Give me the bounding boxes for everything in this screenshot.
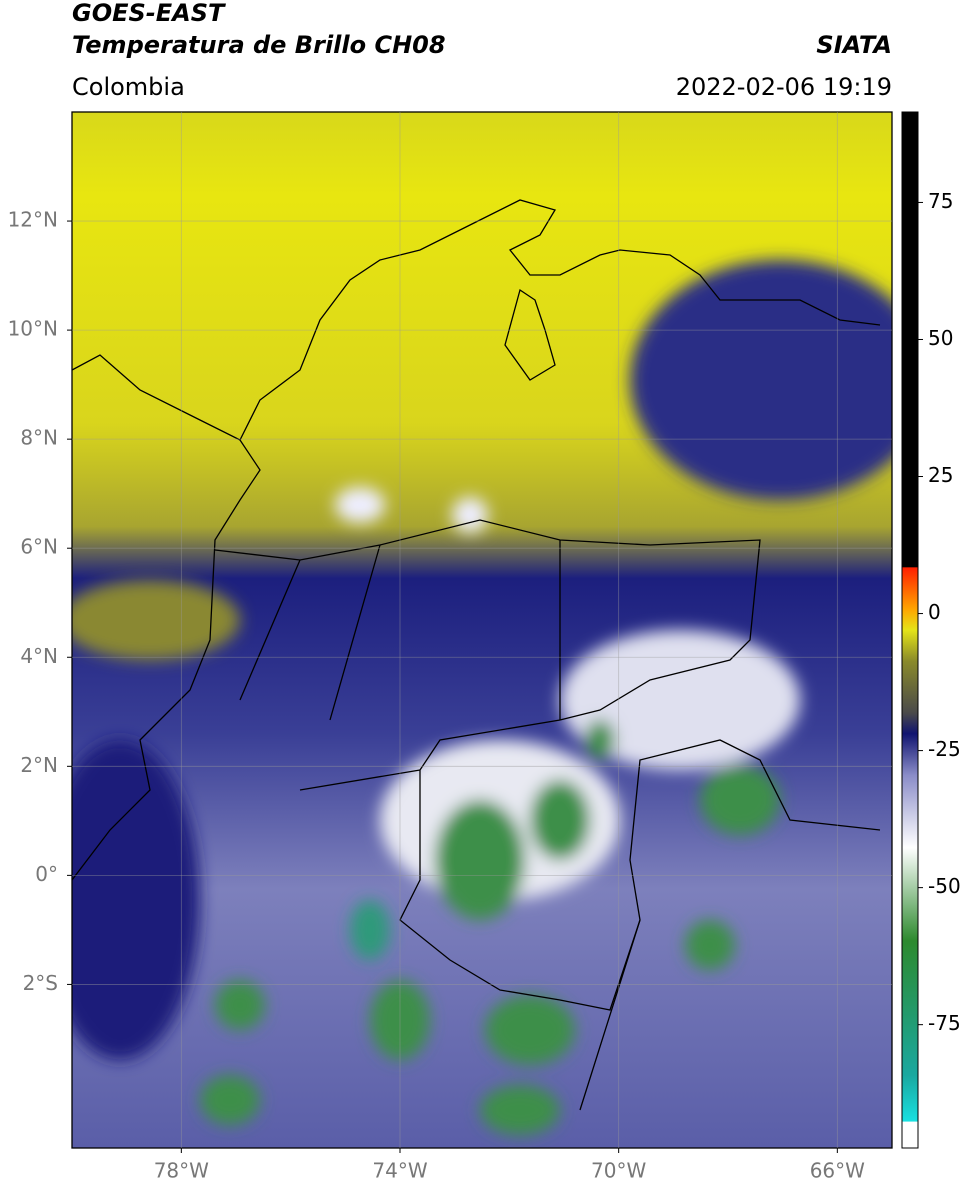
lon-tick-label: 70°W	[591, 1159, 646, 1183]
colorbar-tick-label: 25	[928, 463, 953, 487]
source: SIATA	[816, 31, 892, 59]
map-frame	[71, 111, 893, 1149]
lat-tick-label: 2°S	[23, 971, 58, 995]
colorbar-tick-label: -25	[928, 737, 961, 761]
lat-tick-label: 8°N	[20, 426, 58, 450]
colorbar	[901, 111, 919, 1149]
lat-tick-label: 4°N	[20, 644, 58, 668]
lon-tick-label: 66°W	[810, 1159, 865, 1183]
colorbar-tick-label: 50	[928, 326, 953, 350]
colorbar-tick-label: -75	[928, 1011, 961, 1035]
colorbar-tick-label: 0	[928, 600, 941, 624]
lat-tick-label: 0°	[35, 862, 58, 886]
colorbar-tick-label: 75	[928, 189, 953, 213]
region: Colombia	[72, 73, 185, 101]
lat-tick-label: 12°N	[8, 208, 58, 232]
imagery	[72, 112, 892, 1148]
colorbar-tick-label: -50	[928, 874, 961, 898]
lat-tick-label: 6°N	[20, 535, 58, 559]
coastlines	[72, 199, 881, 1111]
cloud-patches	[72, 260, 892, 1135]
lon-tick-label: 74°W	[372, 1159, 427, 1183]
subtitle: Temperatura de Brillo CH08	[72, 31, 446, 59]
datetime: 2022-02-06 19:19	[676, 73, 892, 101]
title: GOES-EAST	[72, 0, 226, 27]
lon-tick-label: 78°W	[154, 1159, 209, 1183]
lat-tick-label: 2°N	[20, 753, 58, 777]
lat-tick-label: 10°N	[8, 317, 58, 341]
